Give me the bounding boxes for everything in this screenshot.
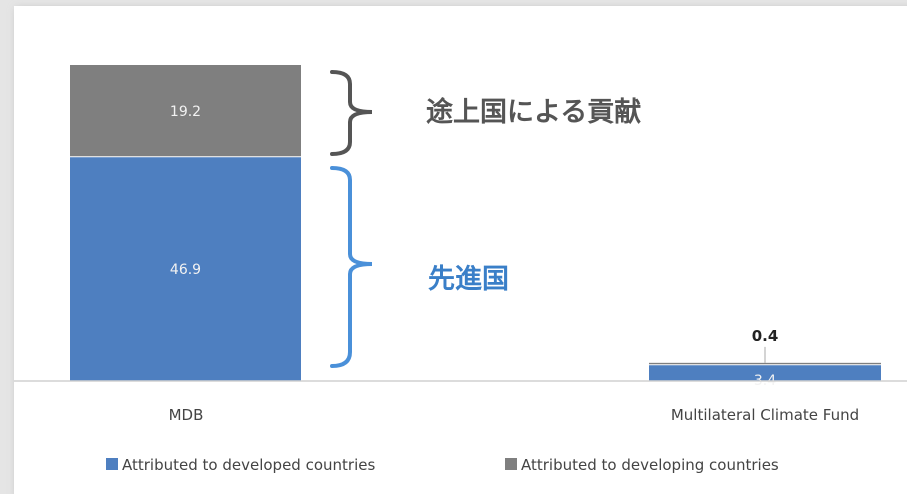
bar-multilateral-climate-fund-series-0: [649, 364, 881, 381]
annotation-developed: 先進国: [428, 264, 509, 295]
bars-group: 46.919.23.40.4: [70, 65, 881, 389]
legend-label-developed: Attributed to developed countries: [122, 456, 375, 474]
legend: Attributed to developed countries Attrib…: [106, 456, 779, 474]
annotation-developing: 途上国による貢献: [426, 96, 641, 128]
x-tick-label: Multilateral Climate Fund: [671, 406, 859, 424]
legend-swatch-developing: [505, 458, 517, 470]
developed-brace: [330, 166, 373, 368]
bar-mdb-series-1: [70, 65, 301, 157]
data-label-mdb-developed: 46.9: [170, 262, 201, 278]
x-tick-labels: MDB Multilateral Climate Fund: [169, 406, 860, 424]
legend-swatch-developed: [106, 458, 118, 470]
x-tick-label: MDB: [169, 406, 204, 424]
legend-label-developing: Attributed to developing countries: [521, 456, 779, 474]
data-label-fund-developing: 0.4: [752, 327, 779, 345]
developing-brace: [330, 70, 373, 156]
bar-multilateral-climate-fund-series-1: [649, 362, 881, 365]
bar-mdb-series-0: [70, 156, 301, 381]
data-label-mdb-developing: 19.2: [170, 104, 201, 120]
